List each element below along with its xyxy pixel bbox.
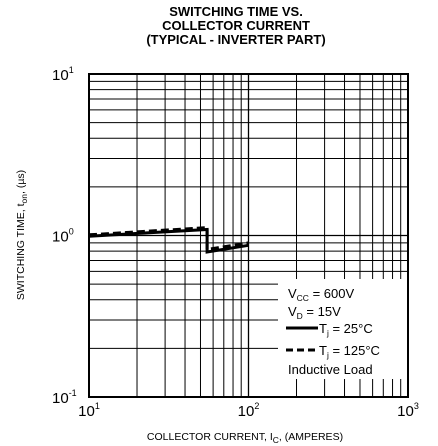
series: [88, 226, 249, 254]
chart-title: SWITCHING TIME VS. COLLECTOR CURRENT (TY…: [146, 4, 325, 47]
x-tick-label: 102: [238, 401, 260, 420]
chart-title-line-3: (TYPICAL - INVERTER PART): [146, 32, 325, 47]
y-tick-label: 100: [52, 227, 74, 246]
x-tick-label: 101: [78, 401, 100, 420]
legend-series-25c: Tj = 25°C: [319, 321, 373, 338]
tick-labels: 101 102 103 101 100 10-1: [52, 65, 419, 420]
y-axis-label: SWITCHING TIME, ton, (µs): [15, 170, 29, 300]
legend-vcc: VCC = 600V: [288, 286, 354, 303]
series-line-2: [88, 226, 249, 252]
x-axis-label: COLLECTOR CURRENT, IC, (AMPERES): [147, 431, 343, 445]
legend-series-125c: Tj = 125°C: [319, 343, 380, 360]
y-tick-label: 101: [52, 65, 74, 84]
chart-title-line-1: SWITCHING TIME VS.: [169, 4, 303, 19]
y-tick-label: 10-1: [52, 388, 77, 407]
legend-inductive-load: Inductive Load: [288, 362, 373, 377]
legend-vd: VD = 15V: [288, 304, 341, 321]
axis-labels: COLLECTOR CURRENT, IC, (AMPERES) SWITCHIN…: [15, 170, 343, 445]
x-tick-label: 103: [397, 401, 419, 420]
chart-title-line-2: COLLECTOR CURRENT: [162, 18, 310, 33]
series-line-1: [88, 227, 249, 254]
